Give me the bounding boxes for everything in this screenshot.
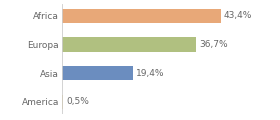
Text: 43,4%: 43,4% xyxy=(224,11,252,20)
Text: 19,4%: 19,4% xyxy=(136,69,164,78)
Bar xyxy=(62,37,196,52)
Text: 36,7%: 36,7% xyxy=(199,40,228,49)
Text: 0,5%: 0,5% xyxy=(66,97,89,106)
Bar xyxy=(62,95,64,109)
Bar xyxy=(62,9,221,23)
Bar xyxy=(62,66,133,80)
